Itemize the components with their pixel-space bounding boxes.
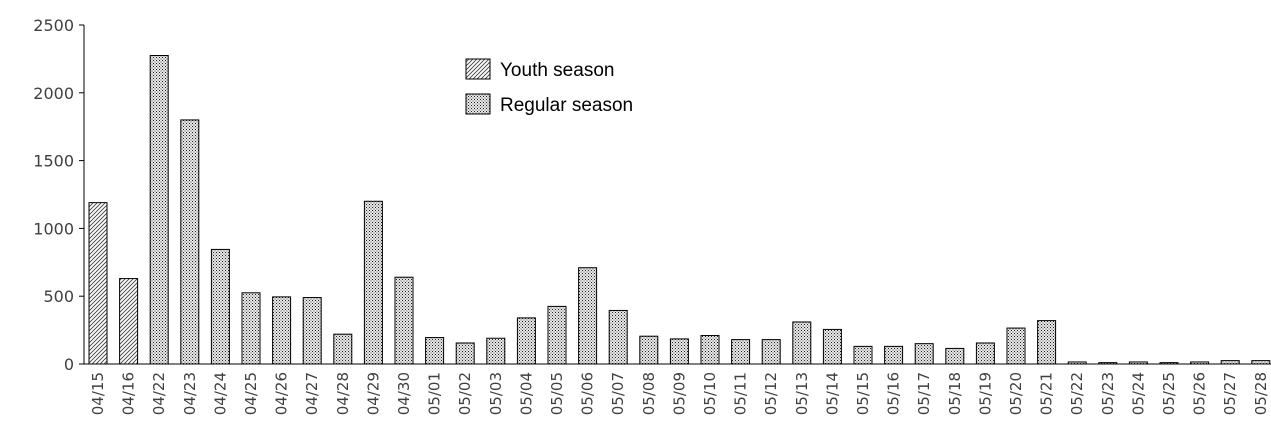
bar-regular-season <box>669 338 689 365</box>
x-tick-label: 05/12 <box>762 372 780 415</box>
y-tick-label: 2500 <box>33 16 74 35</box>
x-tick-label: 05/04 <box>517 372 535 415</box>
x-tick-label: 04/22 <box>150 372 168 415</box>
bar-regular-season <box>822 328 842 365</box>
x-tick-label: 05/05 <box>548 372 566 415</box>
x-tick-label: 05/06 <box>579 372 597 415</box>
x-tick-label: 05/16 <box>885 372 903 415</box>
x-tick-labels: 04/15 04/16 04/22 04/23 04/24 04/25 04/26 04/27… <box>89 372 1270 415</box>
y-tick-label: 500 <box>43 287 74 306</box>
x-tick-label: 05/26 <box>1191 372 1209 415</box>
x-tick-label: 04/26 <box>273 372 291 415</box>
x-tick-label: 05/21 <box>1038 372 1056 415</box>
bar-regular-season <box>761 339 781 365</box>
bar-regular-season <box>1128 361 1148 365</box>
bar-regular-season <box>1098 362 1118 365</box>
x-tick-label: 04/24 <box>211 372 229 415</box>
bar-youth-season <box>88 202 108 365</box>
x-tick-label: 05/23 <box>1099 372 1117 415</box>
bar-regular-season <box>272 296 292 365</box>
bar-regular-season <box>945 347 965 365</box>
x-tick-label: 05/14 <box>823 372 841 415</box>
x-tick-label: 04/30 <box>395 372 413 415</box>
bar-regular-season <box>1251 360 1271 365</box>
x-tick-label: 05/09 <box>670 372 688 415</box>
x-tick-label: 05/08 <box>640 372 658 415</box>
bar-regular-season <box>853 345 873 365</box>
bar-regular-season <box>1220 360 1240 365</box>
bar-regular-season <box>516 317 536 365</box>
x-tick-label: 05/27 <box>1221 372 1239 415</box>
bar-regular-season <box>425 337 445 365</box>
x-tick-label: 05/19 <box>976 372 994 415</box>
bar-regular-season <box>333 333 353 365</box>
x-tick-label: 05/03 <box>487 372 505 415</box>
bar-regular-season <box>792 321 812 365</box>
x-tick-label: 05/24 <box>1129 372 1147 415</box>
bar-regular-season <box>975 342 995 365</box>
bar-youth-season <box>119 278 139 365</box>
bar-regular-season <box>394 276 414 365</box>
bar-regular-season <box>302 297 322 365</box>
bar-regular-season <box>455 342 475 365</box>
bar-regular-season <box>914 343 934 365</box>
bar-regular-season <box>1006 327 1026 365</box>
bar-regular-season <box>547 305 567 365</box>
x-tick-label: 05/11 <box>732 372 750 415</box>
x-tick-label: 05/07 <box>609 372 627 415</box>
x-tick-label: 04/16 <box>120 372 138 415</box>
x-tick-label: 05/18 <box>946 372 964 415</box>
x-tick-label: 04/27 <box>303 372 321 415</box>
x-tick-label: 05/13 <box>793 372 811 415</box>
bar-regular-season <box>180 119 200 365</box>
x-tick-label: 05/17 <box>915 372 933 415</box>
legend-label-youth: Youth season <box>500 60 614 81</box>
x-tick-label: 04/29 <box>364 372 382 415</box>
legend-label-regular: Regular season <box>500 95 633 116</box>
bar-regular-season <box>149 55 169 365</box>
legend-swatch-regular <box>465 93 491 115</box>
legend: Youth season Regular season <box>465 58 633 116</box>
x-tick-label: 04/23 <box>181 372 199 415</box>
y-tick-label: 1500 <box>33 152 74 171</box>
x-tick-label: 05/25 <box>1160 372 1178 415</box>
x-tick-label: 05/15 <box>854 372 872 415</box>
x-tick-label: 05/10 <box>701 372 719 415</box>
x-tick-label: 05/28 <box>1252 372 1270 415</box>
bar-regular-season <box>363 200 383 365</box>
bars <box>88 55 1271 365</box>
x-tick-label: 05/20 <box>1007 372 1025 415</box>
bar-regular-season <box>241 292 261 365</box>
y-tick-labels: 0 500 1000 1500 2000 2500 <box>33 16 84 374</box>
bar-regular-season <box>639 335 659 365</box>
x-tick-label: 05/02 <box>456 372 474 415</box>
x-tick-label: 05/22 <box>1068 372 1086 415</box>
bar-regular-season <box>700 335 720 365</box>
bar-regular-season <box>486 337 506 365</box>
x-tick-label: 04/15 <box>89 372 107 415</box>
x-tick-label: 04/25 <box>242 372 260 415</box>
bar-regular-season <box>608 309 628 365</box>
bar-regular-season <box>578 267 598 365</box>
bar-regular-season <box>884 345 904 365</box>
y-tick-label: 0 <box>64 355 74 374</box>
x-tick-label: 05/01 <box>426 372 444 415</box>
x-tick-label: 04/28 <box>334 372 352 415</box>
bar-regular-season <box>1067 361 1087 365</box>
legend-swatch-youth <box>465 58 491 80</box>
bar-regular-season <box>1159 362 1179 365</box>
bar-regular-season <box>1037 320 1057 365</box>
y-tick-label: 1000 <box>33 219 74 238</box>
bar-regular-season <box>210 248 230 365</box>
bar-regular-season <box>731 339 751 365</box>
bar-regular-season <box>1190 361 1210 365</box>
y-tick-label: 2000 <box>33 84 74 103</box>
